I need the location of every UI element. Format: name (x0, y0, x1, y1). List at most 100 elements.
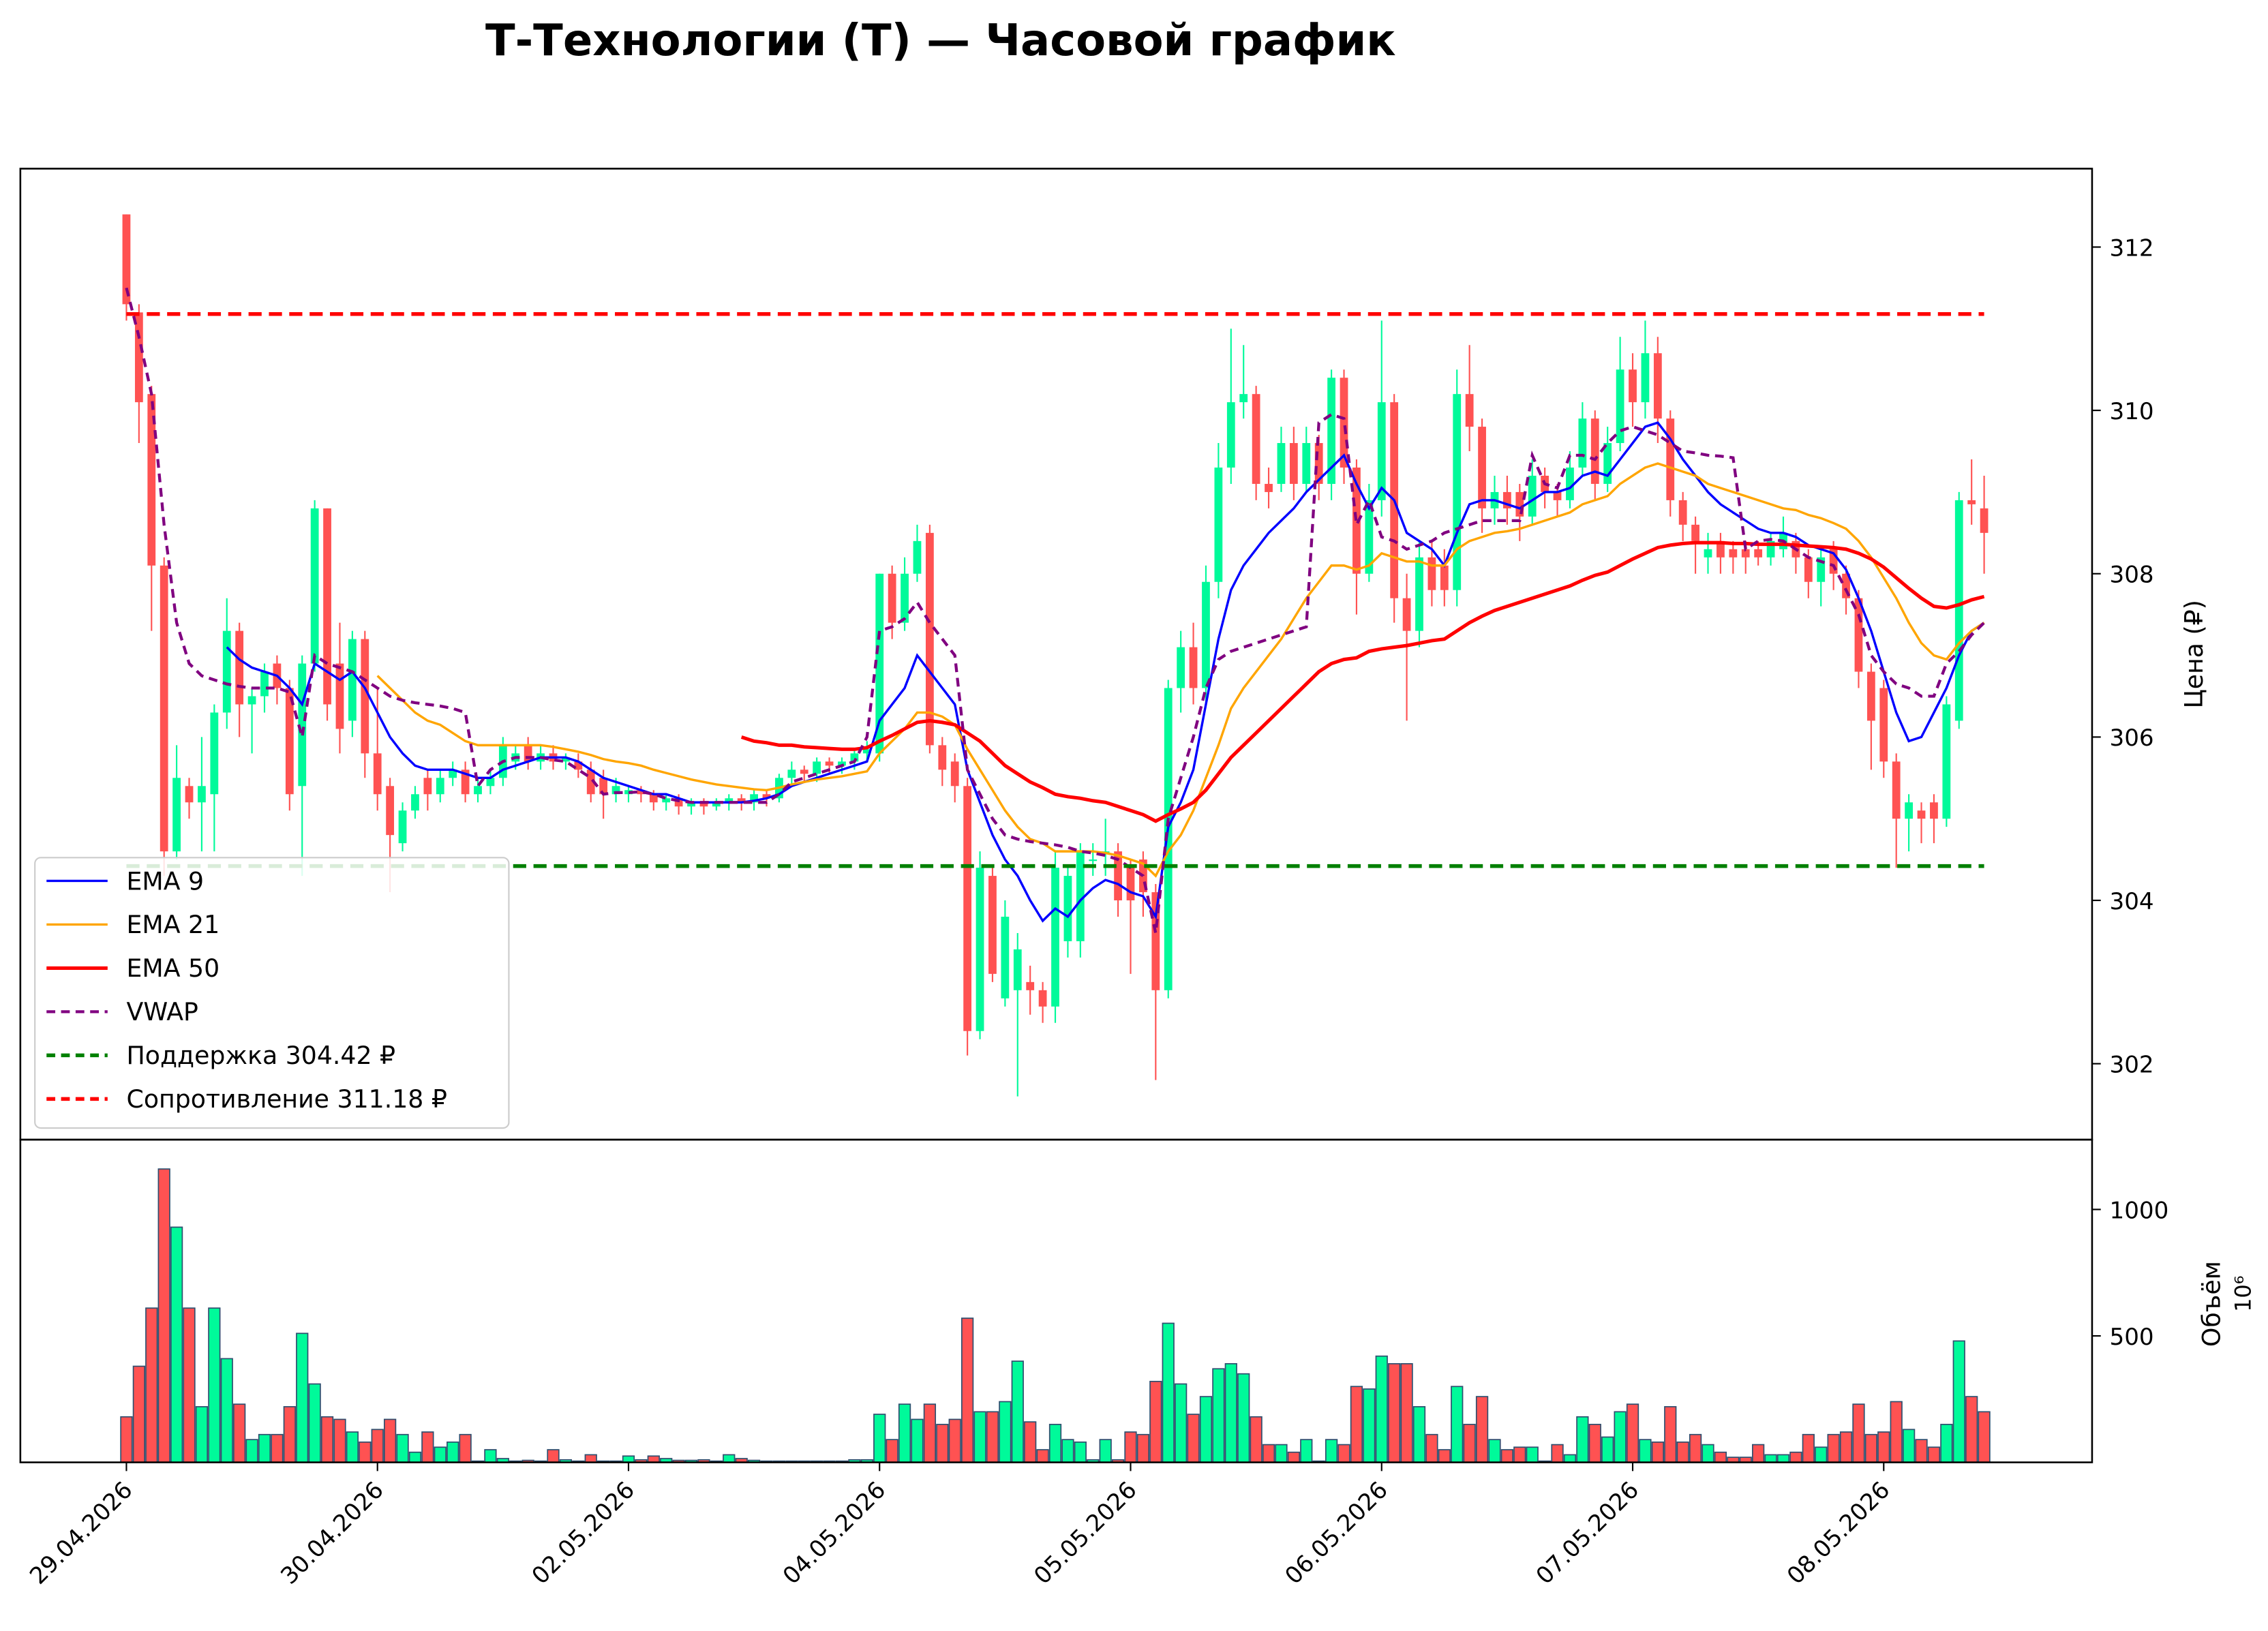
volume-axis-title: Объём (2197, 1261, 2226, 1347)
volume-bar (1425, 1433, 1438, 1463)
volume-bar (1864, 1433, 1878, 1463)
legend-label: EMA 21 (127, 910, 220, 939)
candle-body (1866, 671, 1875, 721)
volume-frame (19, 1138, 2093, 1463)
candle-body (1126, 868, 1135, 901)
volume-bar (220, 1358, 233, 1463)
candle-body (1804, 557, 1813, 582)
candle-body (1465, 394, 1474, 427)
volume-bar (1526, 1446, 1539, 1463)
candle-body (1879, 688, 1888, 762)
volume-bar (1300, 1439, 1313, 1463)
volume-offset-label: 10⁶ (2230, 1275, 2256, 1312)
candle-body (323, 508, 331, 705)
volume-bar (396, 1433, 409, 1463)
volume-bar (1262, 1444, 1275, 1463)
candle-body (1691, 524, 1699, 541)
volume-bar (723, 1454, 736, 1463)
candle-body (1377, 402, 1386, 500)
legend-box (34, 857, 510, 1129)
volume-bar (195, 1406, 209, 1463)
candle-body (1641, 353, 1650, 403)
candle-body (725, 798, 734, 803)
volume-bar (1965, 1396, 1978, 1463)
candle-body (1817, 557, 1826, 582)
candle-body (524, 745, 532, 762)
candle-body (925, 532, 934, 746)
volume-tick-label: 1000 (2110, 1197, 2169, 1224)
candle-body (1026, 981, 1035, 990)
volume-bar (459, 1433, 472, 1463)
candle-body (1892, 761, 1901, 819)
candle-body (1265, 483, 1273, 492)
candle-body (1590, 418, 1599, 484)
candle-body (361, 639, 369, 754)
volume-bar (1175, 1383, 1188, 1463)
candle-body (813, 761, 821, 774)
candle-body (1038, 990, 1047, 1007)
volume-bar (622, 1455, 635, 1463)
candle-body (1515, 491, 1524, 517)
candle-body (486, 778, 495, 787)
volume-bar (120, 1416, 133, 1463)
volume-bar (1488, 1439, 1501, 1463)
volume-bar (1412, 1406, 1426, 1463)
volume-bar (145, 1307, 158, 1463)
volume-bar (233, 1403, 246, 1463)
volume-bar (1902, 1429, 1916, 1463)
candle-body (1603, 443, 1612, 484)
candle-body (1277, 443, 1286, 484)
volume-bar (271, 1433, 284, 1463)
candle-body (1239, 394, 1248, 403)
candle-body (235, 630, 244, 705)
candle-body (147, 394, 156, 566)
volume-bar (1576, 1416, 1589, 1463)
candle-body (1666, 418, 1675, 500)
candle-body (1214, 467, 1223, 582)
candle-body (988, 876, 997, 974)
volume-bar (1714, 1451, 1727, 1463)
legend: EMA 9 EMA 21 EMA 50 VWAP Поддержка 304.42 ₽ С… (34, 857, 510, 1129)
candle-body (210, 712, 219, 795)
candle-body (1314, 443, 1323, 484)
volume-bar (1438, 1449, 1451, 1463)
volume-bar (1626, 1403, 1639, 1463)
volume-bar (183, 1307, 196, 1463)
candle-body (1302, 443, 1311, 484)
volume-bar (1702, 1444, 1714, 1463)
volume-bar (911, 1418, 924, 1463)
candle-body (373, 753, 382, 795)
volume-bar (346, 1431, 359, 1463)
y-tick-label: 312 (2110, 234, 2154, 262)
volume-bar (1224, 1362, 1237, 1463)
volume-bar (1651, 1442, 1664, 1463)
candle-body (1729, 549, 1738, 558)
volume-bar (1614, 1411, 1627, 1463)
volume-bar (1463, 1424, 1476, 1463)
volume-bar (1664, 1406, 1677, 1463)
volume-bar (886, 1439, 898, 1463)
volume-bar (308, 1383, 321, 1463)
volume-bar (1451, 1386, 1464, 1463)
candle-body (1089, 859, 1098, 862)
candle-body (1440, 565, 1449, 590)
candle-body (737, 798, 746, 803)
candle-body (862, 749, 871, 754)
volume-bar (1815, 1446, 1828, 1463)
volume-bar (973, 1411, 986, 1463)
candle-body (1842, 573, 1850, 598)
volume-bar (1199, 1396, 1213, 1463)
candle-body (1678, 500, 1687, 525)
volume-bar (1388, 1362, 1401, 1463)
volume-bar (170, 1226, 183, 1463)
candle-body (1402, 598, 1411, 631)
volume-bar (1588, 1424, 1601, 1463)
volume-bar (1275, 1444, 1288, 1463)
volume-bar (898, 1403, 911, 1463)
candle-body (348, 639, 357, 721)
candle-body (185, 786, 194, 803)
candle-body (449, 769, 457, 778)
volume-bar (1839, 1431, 1853, 1463)
candle-body (1616, 369, 1624, 444)
candle-body (1717, 540, 1725, 558)
